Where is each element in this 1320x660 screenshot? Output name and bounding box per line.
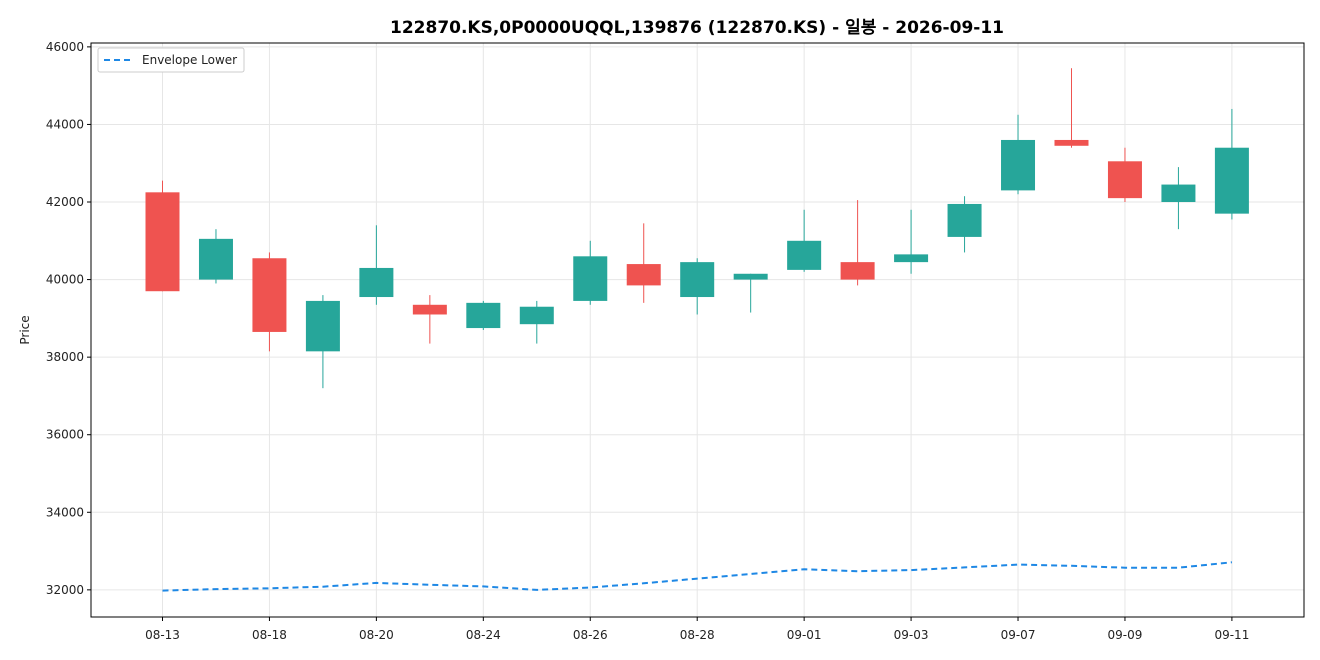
y-tick-label: 44000 (46, 117, 84, 131)
candle-body (733, 273, 768, 280)
candle-body (1054, 139, 1089, 146)
candle-body (252, 258, 287, 332)
candles (145, 68, 1249, 389)
x-tick-label: 08-13 (145, 628, 180, 642)
candle-body (626, 264, 661, 286)
x-tick-label: 09-11 (1214, 628, 1249, 642)
candle-body (519, 306, 554, 325)
x-tick-label: 09-09 (1108, 628, 1143, 642)
candle-body (1161, 184, 1196, 203)
candle-body (1001, 139, 1036, 191)
candle-body (787, 240, 822, 270)
x-tick-label: 08-20 (359, 628, 394, 642)
y-tick-label: 46000 (46, 40, 84, 54)
candle-body (145, 192, 180, 292)
y-tick-label: 34000 (46, 505, 84, 519)
series-lines (162, 561, 1233, 592)
candle-body (840, 262, 875, 280)
y-tick-label: 40000 (46, 273, 84, 287)
x-tick-label: 09-07 (1001, 628, 1036, 642)
x-tick-label: 08-28 (680, 628, 715, 642)
x-tick-label: 08-24 (466, 628, 501, 642)
candle-body (305, 300, 340, 352)
legend-box (97, 47, 245, 73)
y-axis: 32000 34000 36000 38000 40000 42000 44000 46000 (46, 40, 91, 597)
candle-body (573, 256, 608, 301)
y-tick-label: 42000 (46, 195, 84, 209)
envelope-lower-line (162, 561, 1233, 592)
candle-body (947, 203, 982, 237)
x-axis: 08-13 08-18 08-20 08-24 08-26 08-28 09-01 09-03… (145, 617, 1249, 642)
x-tick-label: 09-01 (787, 628, 822, 642)
candle-body (894, 254, 929, 263)
y-tick-label: 36000 (46, 428, 84, 442)
candle-body (412, 304, 447, 315)
y-tick-label: 32000 (46, 583, 84, 597)
y-tick-label: 38000 (46, 350, 84, 364)
chart-title: 122870.KS,0P0000UQQL,139876 (122870.KS) … (390, 18, 1004, 38)
candle-body (466, 302, 501, 329)
legend: Envelope Lower (97, 47, 245, 73)
x-tick-label: 08-26 (573, 628, 608, 642)
candle-body (359, 267, 394, 298)
y-axis-label: Price (18, 315, 32, 344)
legend-label-envelope-lower: Envelope Lower (142, 53, 237, 67)
candle-body (198, 238, 233, 280)
candle-body (680, 262, 715, 298)
x-tick-label: 09-03 (894, 628, 929, 642)
candle-body (1214, 147, 1249, 214)
candle-body (1107, 161, 1142, 199)
x-tick-label: 08-18 (252, 628, 287, 642)
